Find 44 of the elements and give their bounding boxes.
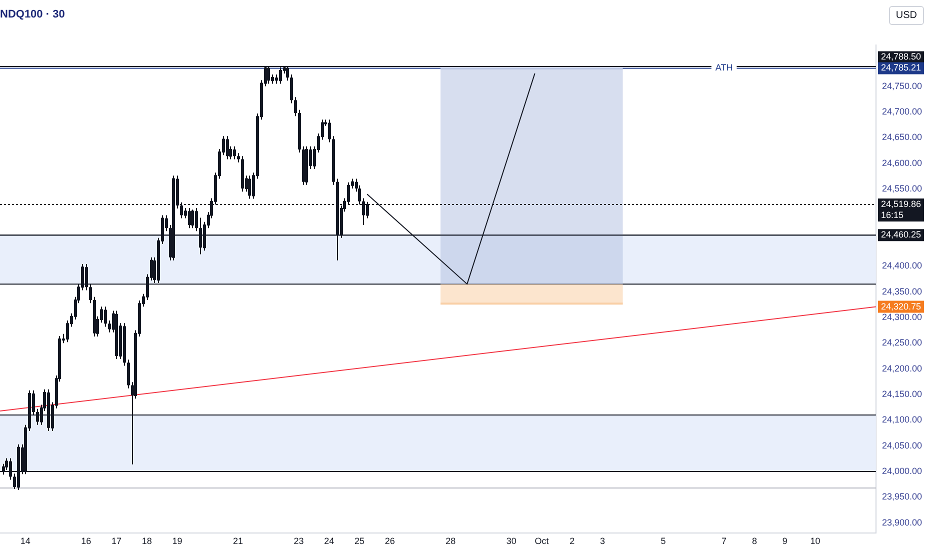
- y-tick-label: 23,950.00: [882, 492, 922, 502]
- y-tick-label: 24,650.00: [882, 132, 922, 142]
- x-tick-label: 8: [752, 536, 757, 546]
- text: USD: [888, 6, 924, 25]
- x-tick-label: 16: [81, 536, 92, 546]
- y-tick-label: 24,300.00: [882, 312, 922, 322]
- x-tick-label: 30: [506, 536, 516, 546]
- chart-title: NDQ100 · 30: [0, 8, 65, 21]
- x-tick-label: 7: [722, 536, 727, 546]
- ref-line-label: 24,788.50: [880, 52, 922, 62]
- y-tick-label: 24,100.00: [882, 414, 922, 425]
- y-tick-label: 24,550.00: [882, 184, 922, 194]
- ref-line-label: 24,460.25: [880, 230, 922, 240]
- y-tick-label: 24,600.00: [882, 158, 922, 168]
- y-tick-label: 23,900.00: [882, 517, 922, 528]
- x-tick-label: 9: [782, 536, 788, 546]
- x-tick-label: 10: [810, 536, 820, 546]
- x-tick-label: 24: [324, 536, 334, 546]
- x-tick-label: 23: [294, 536, 304, 546]
- x-tick-label: 26: [384, 536, 395, 546]
- y-tick-label: 24,750.00: [882, 80, 922, 91]
- annotation: 24,320.75: [880, 301, 922, 312]
- y-tick-label: 24,200.00: [882, 363, 922, 374]
- x-tick-label: Oct: [534, 536, 550, 546]
- y-tick-label: 24,400.00: [882, 260, 922, 271]
- y-tick-label: 24,150.00: [882, 388, 922, 399]
- x-tick-label: 21: [232, 536, 243, 546]
- y-tick-label: 24,700.00: [882, 106, 922, 116]
- y-tick-label: 24,250.00: [882, 338, 922, 348]
- ref-line-label: 24,785.21: [880, 62, 922, 73]
- x-tick-label: 17: [111, 536, 122, 546]
- x-tick-label: 19: [172, 536, 182, 546]
- y-tick-label: 24,350.00: [882, 286, 922, 296]
- annotation: ATH: [715, 62, 733, 73]
- y-tick-label: 24,050.00: [882, 440, 922, 450]
- ref-line-label: 24,519.86 16:15: [880, 199, 922, 220]
- x-tick-label: 2: [570, 536, 575, 546]
- x-tick-label: 5: [660, 536, 666, 546]
- x-tick-label: 28: [446, 536, 456, 546]
- y-tick-label: 24,000.00: [882, 466, 922, 476]
- x-tick-label: 25: [354, 536, 365, 546]
- x-tick-label: 3: [600, 536, 606, 546]
- x-tick-label: 14: [20, 536, 30, 546]
- x-tick-label: 18: [142, 536, 152, 546]
